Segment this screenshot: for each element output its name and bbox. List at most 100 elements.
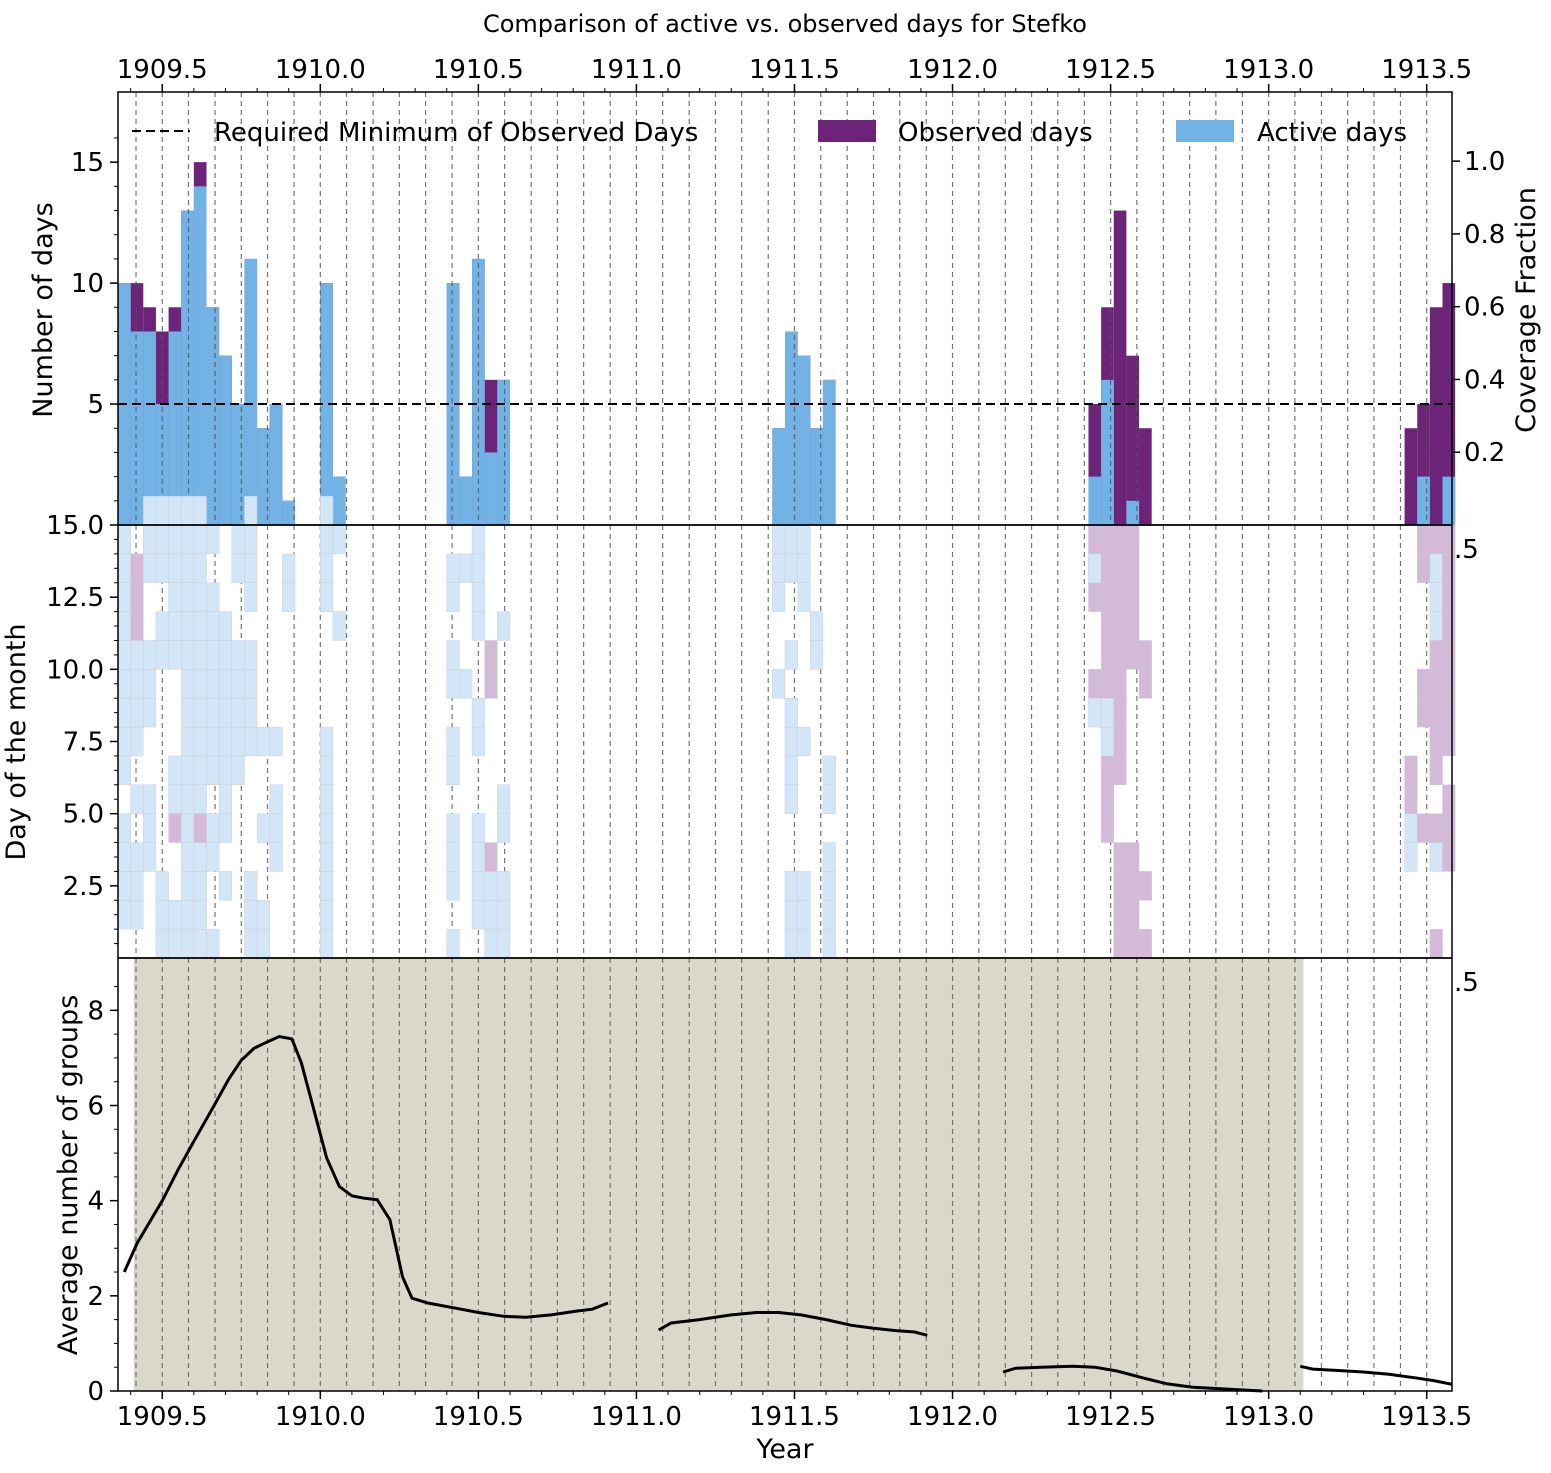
active-day-cell xyxy=(181,784,195,814)
active-day-cell xyxy=(143,669,157,699)
active-day-cell xyxy=(193,582,207,612)
active-day-cell xyxy=(168,784,182,814)
active-day-cell xyxy=(193,553,207,583)
active-day-cell xyxy=(130,842,144,872)
active-day-cell xyxy=(320,813,334,843)
bottom-x-tick-label: 1909.5 xyxy=(117,1402,208,1432)
active-day-cell xyxy=(117,755,131,786)
average-groups-line xyxy=(657,1311,928,1337)
active-day-cell xyxy=(181,900,195,930)
y-tick-label: 7.5 xyxy=(63,728,104,758)
active-day-cell xyxy=(497,900,511,930)
observed-day-cell xyxy=(1442,640,1456,670)
active-day-cell xyxy=(130,698,144,728)
observed-day-cell xyxy=(1429,669,1443,699)
active-day-cell xyxy=(143,495,157,526)
active-day-cell xyxy=(320,553,334,583)
observed-day-cell xyxy=(130,611,144,641)
y2-tick-label: 0.4 xyxy=(1464,365,1505,395)
active-bar xyxy=(269,404,283,525)
active-day-cell xyxy=(181,640,195,670)
active-day-cell xyxy=(471,813,485,843)
active-bar xyxy=(219,355,232,525)
active-day-cell xyxy=(784,784,798,814)
observed-day-cell xyxy=(1126,553,1140,583)
observed-day-cell xyxy=(1442,784,1456,814)
top-x-tick-label: 1910.5 xyxy=(433,55,524,85)
observed-day-cell xyxy=(1442,698,1456,728)
bottom-x-tick-label: 1912.5 xyxy=(1065,1402,1156,1432)
observed-day-cell xyxy=(1126,871,1140,901)
active-day-cell xyxy=(256,726,270,757)
active-day-cell xyxy=(244,524,258,555)
top-x-tick-label: 1912.5 xyxy=(1065,55,1156,85)
active-bar xyxy=(143,331,156,525)
active-day-cell xyxy=(193,726,207,757)
y2-tick-label: 0.6 xyxy=(1464,293,1505,323)
active-day-cell xyxy=(130,784,144,814)
active-day-cell xyxy=(459,553,473,583)
active-bar xyxy=(459,476,473,525)
active-day-cell xyxy=(168,928,182,959)
y-tick-label: 4 xyxy=(87,1187,104,1217)
active-day-cell xyxy=(784,553,798,583)
active-day-cell xyxy=(231,524,245,555)
observed-day-cell xyxy=(1442,813,1456,843)
active-day-cell xyxy=(269,842,283,872)
active-day-cell xyxy=(206,582,220,612)
right-tick-label: .5 xyxy=(1454,535,1479,565)
y-tick-label: 5 xyxy=(87,390,104,420)
coverage-shaded-span xyxy=(133,958,1304,1391)
active-day-cell xyxy=(244,928,258,959)
active-day-cell xyxy=(117,582,131,612)
observed-day-cell xyxy=(1113,871,1127,901)
axes-frame xyxy=(117,957,1453,1392)
active-day-cell xyxy=(143,842,157,872)
active-bar xyxy=(231,404,245,525)
legend: Required Minimum of Observed Days Observe… xyxy=(132,118,1407,148)
axes-frames: 1909.5 1909.5 1910.0 1910.0 1910.5 1910.5 1911… xyxy=(117,55,1472,1432)
active-bar xyxy=(257,428,270,525)
observed-day-cell xyxy=(1126,582,1140,612)
observed-day-cell xyxy=(1113,842,1127,872)
active-bar xyxy=(193,186,207,526)
active-day-cell xyxy=(231,553,245,583)
active-day-cell xyxy=(130,640,144,670)
active-day-cell xyxy=(320,900,334,930)
observed-day-cell xyxy=(1429,698,1443,728)
active-day-cell xyxy=(269,813,283,843)
active-bar xyxy=(1126,500,1140,525)
active-day-cell xyxy=(446,669,460,699)
observed-day-cell xyxy=(130,582,144,612)
active-day-cell xyxy=(117,698,131,728)
active-day-cell xyxy=(168,611,182,641)
active-day-cell xyxy=(484,871,498,901)
observed-bar xyxy=(1429,307,1443,525)
bottom-y-axis-label: Average number of groups xyxy=(53,995,84,1356)
active-day-cell xyxy=(193,755,207,786)
active-day-cell xyxy=(446,726,460,757)
active-day-cell xyxy=(168,495,182,526)
observed-day-cell xyxy=(484,640,498,670)
active-day-cell xyxy=(1429,582,1443,612)
active-day-cell xyxy=(797,553,811,583)
active-day-cell xyxy=(130,726,144,757)
active-day-cell xyxy=(181,755,195,786)
active-day-cell xyxy=(193,928,207,959)
observed-day-cell xyxy=(1126,524,1140,555)
active-day-cell xyxy=(320,784,334,814)
observed-day-cell xyxy=(1442,611,1456,641)
active-day-cell xyxy=(155,871,169,901)
y2-tick-label: 1.0 xyxy=(1464,147,1505,177)
active-day-cell xyxy=(143,784,157,814)
observed-day-cell xyxy=(1100,524,1114,555)
bottom-x-tick-label: 1910.0 xyxy=(275,1402,366,1432)
active-day-cell xyxy=(193,669,207,699)
average-groups-line xyxy=(1002,1364,1263,1393)
observed-day-cell xyxy=(1113,900,1127,930)
active-day-cell xyxy=(446,553,460,583)
active-day-cell xyxy=(797,871,811,901)
active-day-cell xyxy=(320,495,334,526)
active-day-cell xyxy=(459,669,473,699)
active-day-cell xyxy=(797,928,811,959)
